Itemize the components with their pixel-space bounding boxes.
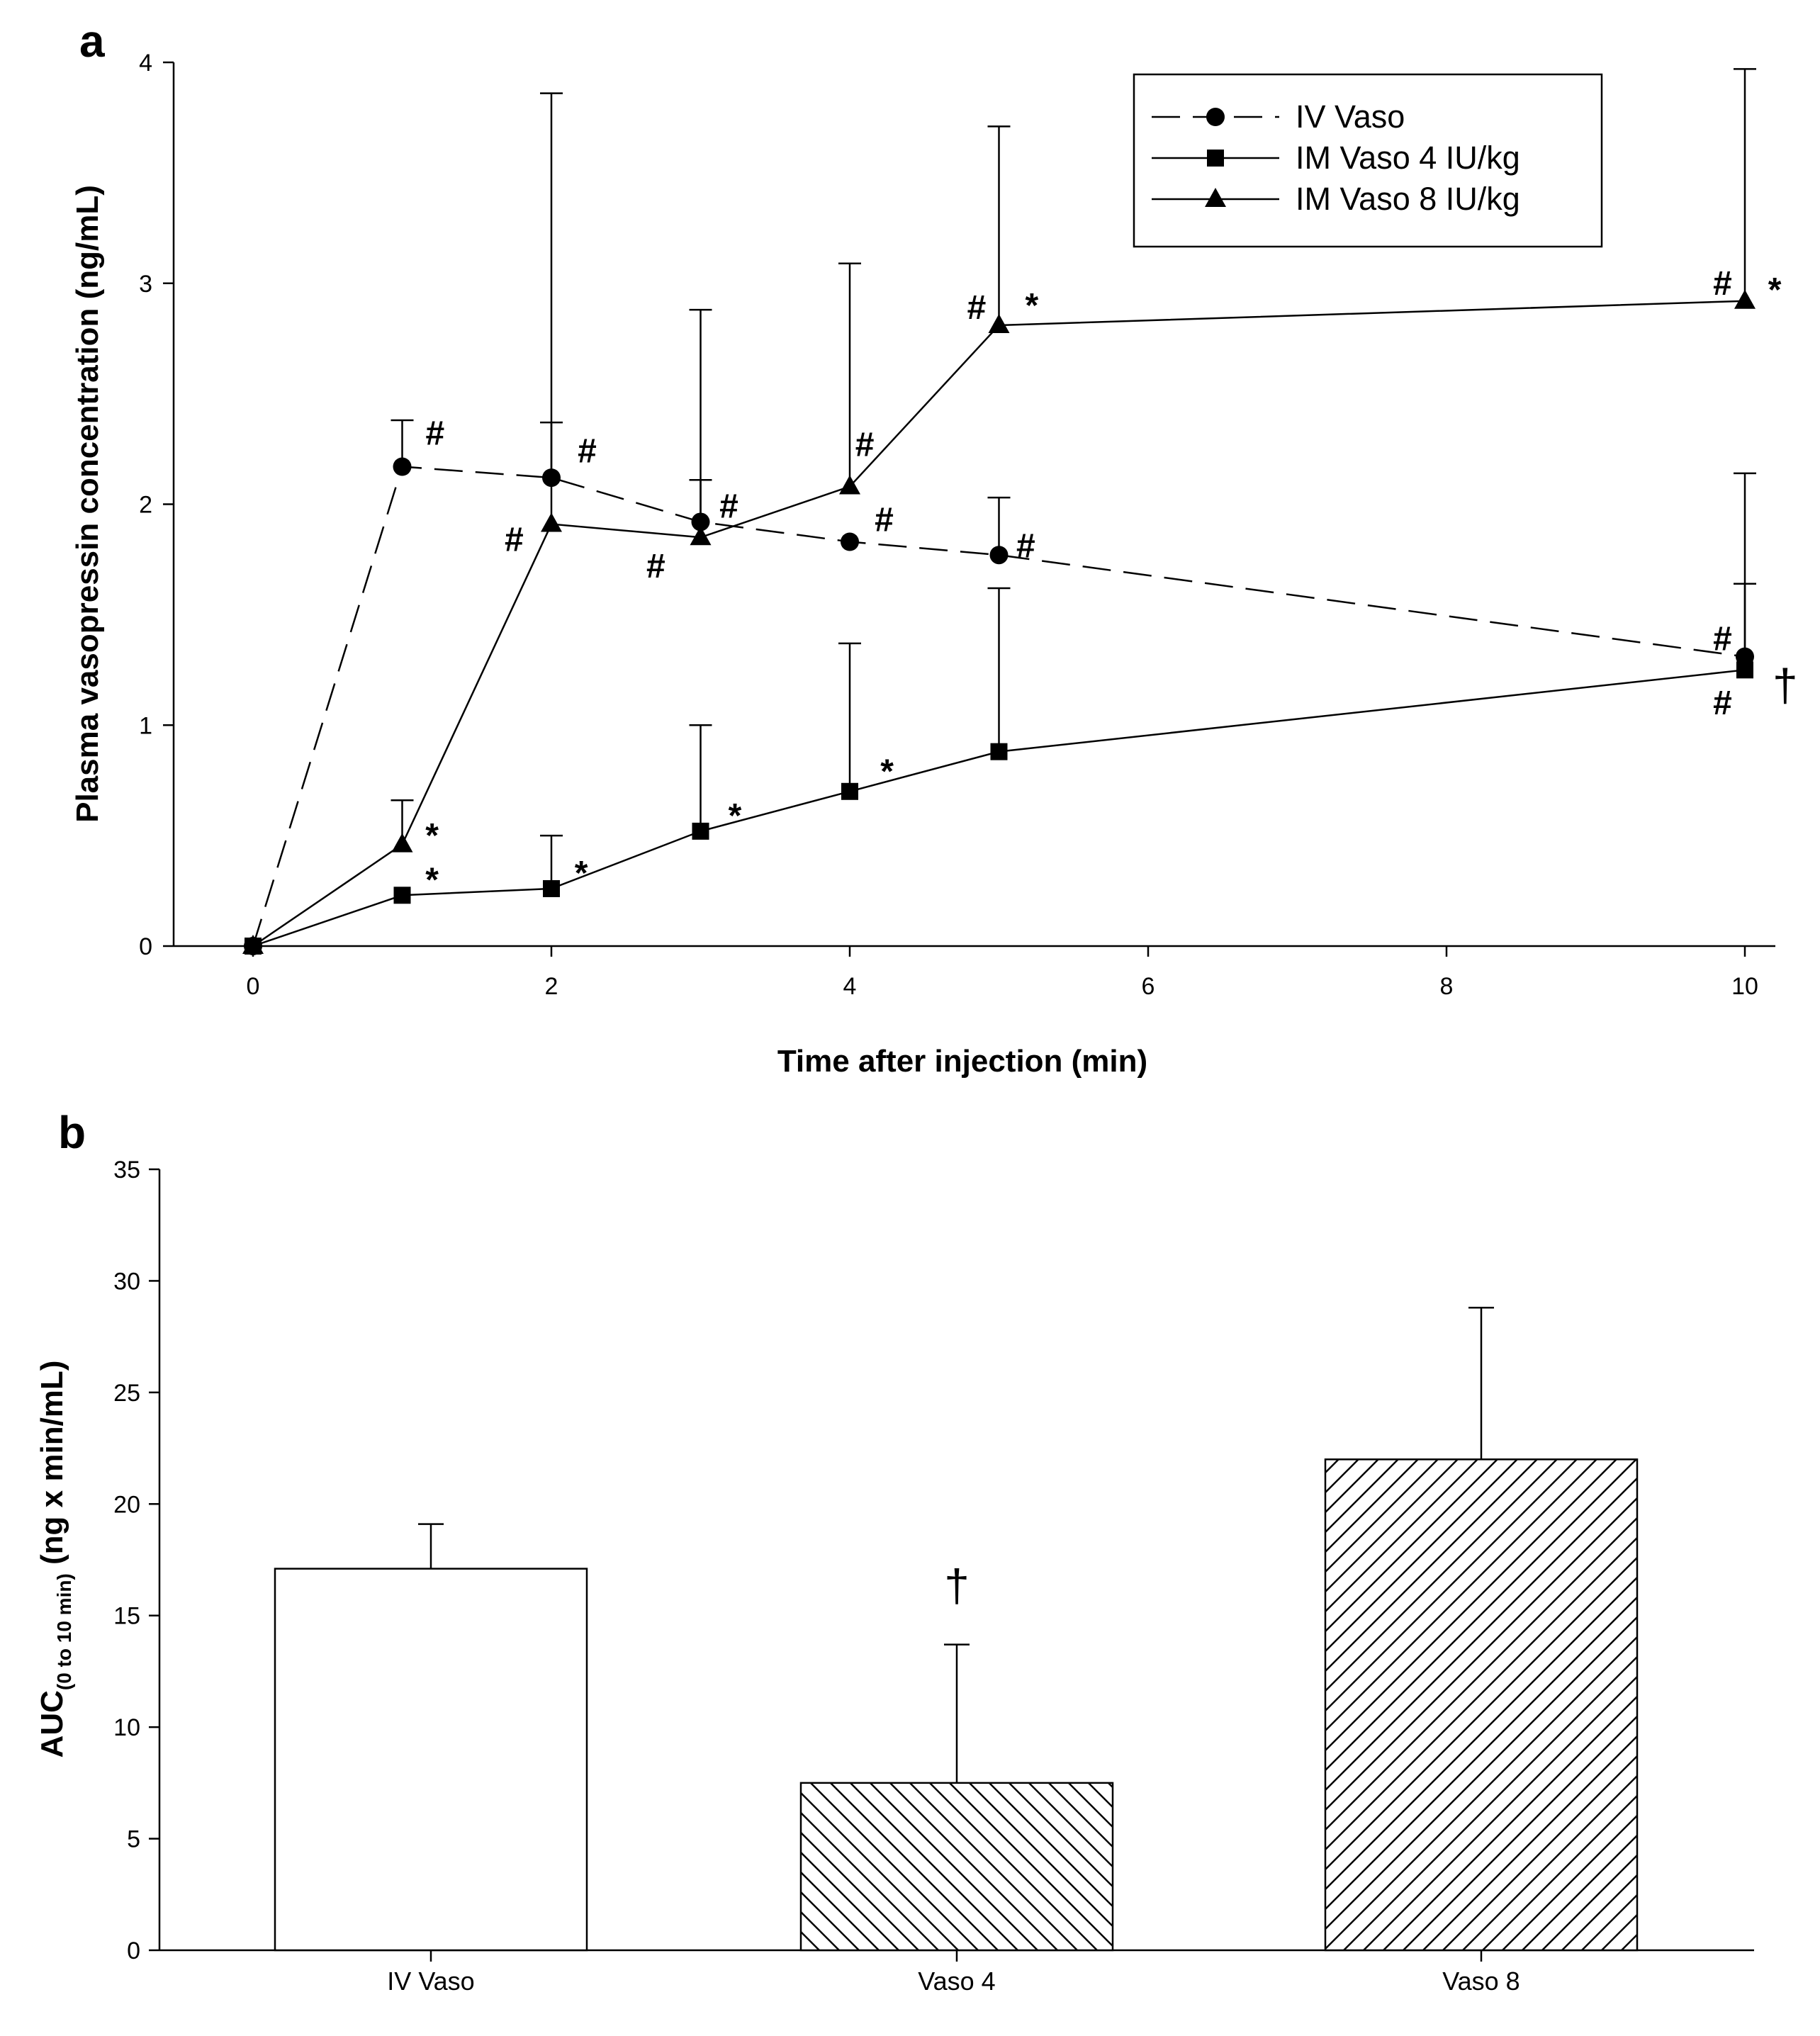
y-axis-title-subscript: (0 to 10 min) — [53, 1573, 75, 1690]
data-point-triangle — [988, 313, 1010, 333]
y-axis-title: Plasma vasopressin concentration (ng/mL) — [70, 185, 105, 823]
y-axis-title: AUC(0 to 10 min) (ng x min/mL) — [35, 1361, 75, 1758]
x-axis-title: Time after injection (min) — [777, 1044, 1147, 1079]
x-tick-label: 10 — [1731, 973, 1758, 1000]
annotation-mark: * — [425, 817, 439, 855]
bar — [799, 1782, 1114, 1952]
y-tick-label: 15 — [113, 1603, 140, 1630]
legend: IV Vaso IM Vaso 4 IU/kg IM Vaso 8 IU/kg — [1133, 73, 1603, 248]
data-point-circle — [393, 457, 412, 476]
legend-label: IV Vaso — [1296, 99, 1405, 135]
annotation-mark: # — [505, 521, 524, 558]
y-ticks: 0 5 10 15 20 25 30 35 — [113, 1157, 159, 1964]
data-point-circle — [691, 512, 710, 532]
bar — [1324, 1458, 1639, 1952]
x-tick-label: 0 — [247, 973, 260, 1000]
data-point-circle — [542, 468, 561, 488]
significance-marks: † — [944, 1560, 970, 1612]
x-tick-label: 2 — [545, 973, 558, 1000]
bars — [274, 1306, 1639, 1952]
legend-label: IM Vaso 4 IU/kg — [1296, 140, 1520, 176]
legend-marker-circle — [1206, 108, 1225, 126]
data-point-square — [692, 822, 709, 840]
data-point-triangle — [242, 935, 264, 954]
annotation-mark: † — [1773, 660, 1798, 711]
data-point-circle — [1736, 647, 1754, 666]
y-axis-title-units: (ng x min/mL) — [35, 1361, 69, 1574]
annotation-mark: # — [855, 426, 875, 463]
y-ticks: 0 1 2 3 4 — [139, 50, 174, 960]
y-tick-label: 20 — [113, 1491, 140, 1518]
data-point-square — [393, 887, 411, 904]
annotation-mark: # — [967, 289, 987, 327]
category-label: IV Vaso — [387, 1967, 474, 1996]
panel-b-label: b — [58, 1107, 86, 1158]
data-point-triangle — [839, 475, 860, 495]
bar — [274, 1568, 588, 1952]
annotation-mark: * — [575, 855, 588, 892]
y-tick-label: 2 — [139, 492, 152, 519]
y-axis-title-main: AUC — [35, 1690, 69, 1757]
y-tick-label: 10 — [113, 1714, 140, 1741]
data-point-square — [841, 782, 858, 800]
y-tick-label: 0 — [139, 933, 152, 960]
legend-label: IM Vaso 8 IU/kg — [1296, 181, 1520, 217]
annotation-mark: * — [1025, 287, 1038, 325]
annotation-mark: # — [646, 548, 665, 585]
x-tick-label: 4 — [843, 973, 857, 1000]
category-label: Vaso 8 — [1442, 1967, 1520, 1996]
annotation-mark: # — [1713, 621, 1732, 658]
data-point-square — [990, 743, 1008, 760]
panel-a-label: a — [79, 16, 105, 67]
annotation-mark: * — [729, 797, 742, 835]
error-bars — [391, 68, 1756, 889]
series-markers — [242, 289, 1756, 955]
annotation-mark: # — [719, 488, 738, 526]
y-tick-label: 4 — [139, 50, 152, 77]
y-tick-label: 0 — [127, 1937, 140, 1964]
annotation-mark: # — [578, 433, 597, 471]
data-point-square — [543, 879, 560, 897]
bar-chart-panel-b: 0 5 10 15 20 25 30 35 IV Vaso Vaso 4 Vaso 8 † AUC… — [35, 1157, 1754, 1996]
annotation-mark: # — [1713, 265, 1732, 303]
data-point-triangle — [541, 512, 562, 532]
annotation-mark: † — [944, 1560, 970, 1612]
y-tick-label: 3 — [139, 271, 152, 298]
annotation-mark: # — [875, 501, 894, 539]
annotation-mark: # — [425, 415, 444, 453]
data-point-circle — [989, 546, 1009, 565]
data-point-triangle — [690, 526, 712, 546]
annotation-mark: # — [1713, 685, 1732, 722]
x-tick-label: 8 — [1440, 973, 1454, 1000]
category-labels: IV Vaso Vaso 4 Vaso 8 — [387, 1950, 1520, 1996]
x-ticks: 0 2 4 6 8 10 — [247, 946, 1758, 1000]
data-point-square — [1736, 661, 1753, 679]
y-tick-label: 5 — [127, 1826, 140, 1853]
data-point-triangle — [391, 833, 413, 853]
line-chart-panel-a: 0 1 2 3 4 0 2 4 6 8 10 # # # # # # # # # # # # * * * * * * * † Plasm… — [70, 50, 1798, 1079]
x-tick-label: 6 — [1142, 973, 1155, 1000]
legend-marker-triangle — [1205, 188, 1226, 207]
annotation-mark: * — [425, 861, 439, 899]
y-tick-label: 35 — [113, 1157, 140, 1183]
significance-marks: # # # # # # # # # # # # * * * * * * * † — [425, 265, 1797, 899]
category-label: Vaso 4 — [918, 1967, 995, 1996]
y-tick-label: 25 — [113, 1380, 140, 1407]
legend-marker-square — [1207, 150, 1224, 167]
data-point-circle — [841, 532, 859, 551]
annotation-mark: * — [1768, 271, 1782, 309]
annotation-mark: * — [880, 753, 894, 791]
y-tick-label: 1 — [139, 712, 152, 739]
y-tick-label: 30 — [113, 1268, 140, 1295]
annotation-mark: # — [1016, 528, 1035, 566]
data-point-triangle — [1734, 289, 1756, 309]
